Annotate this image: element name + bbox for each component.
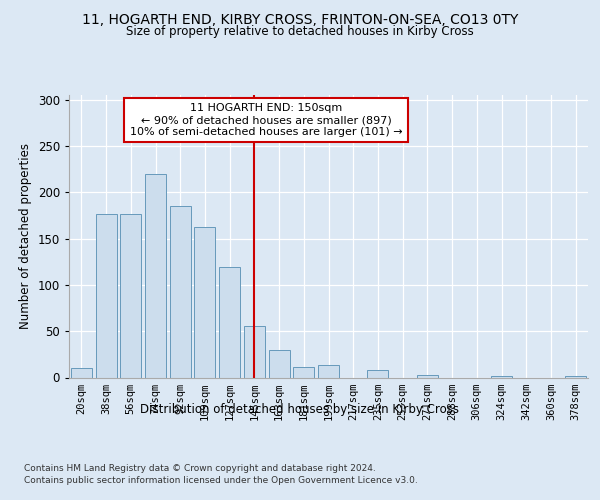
Bar <box>244 326 265 378</box>
Bar <box>145 174 166 378</box>
Bar <box>269 350 290 378</box>
Bar <box>417 374 438 378</box>
Text: Contains public sector information licensed under the Open Government Licence v3: Contains public sector information licen… <box>24 476 418 485</box>
Bar <box>194 226 215 378</box>
Bar <box>491 376 512 378</box>
Y-axis label: Number of detached properties: Number of detached properties <box>19 143 32 329</box>
Bar <box>71 368 92 378</box>
Bar <box>120 214 141 378</box>
Bar <box>565 376 586 378</box>
Text: 11 HOGARTH END: 150sqm
← 90% of detached houses are smaller (897)
10% of semi-de: 11 HOGARTH END: 150sqm ← 90% of detached… <box>130 104 403 136</box>
Text: Size of property relative to detached houses in Kirby Cross: Size of property relative to detached ho… <box>126 25 474 38</box>
Bar <box>170 206 191 378</box>
Text: Contains HM Land Registry data © Crown copyright and database right 2024.: Contains HM Land Registry data © Crown c… <box>24 464 376 473</box>
Bar <box>219 268 240 378</box>
Text: 11, HOGARTH END, KIRBY CROSS, FRINTON-ON-SEA, CO13 0TY: 11, HOGARTH END, KIRBY CROSS, FRINTON-ON… <box>82 12 518 26</box>
Bar <box>95 214 116 378</box>
Bar <box>367 370 388 378</box>
Bar <box>318 366 339 378</box>
Bar <box>293 368 314 378</box>
Text: Distribution of detached houses by size in Kirby Cross: Distribution of detached houses by size … <box>140 402 460 415</box>
